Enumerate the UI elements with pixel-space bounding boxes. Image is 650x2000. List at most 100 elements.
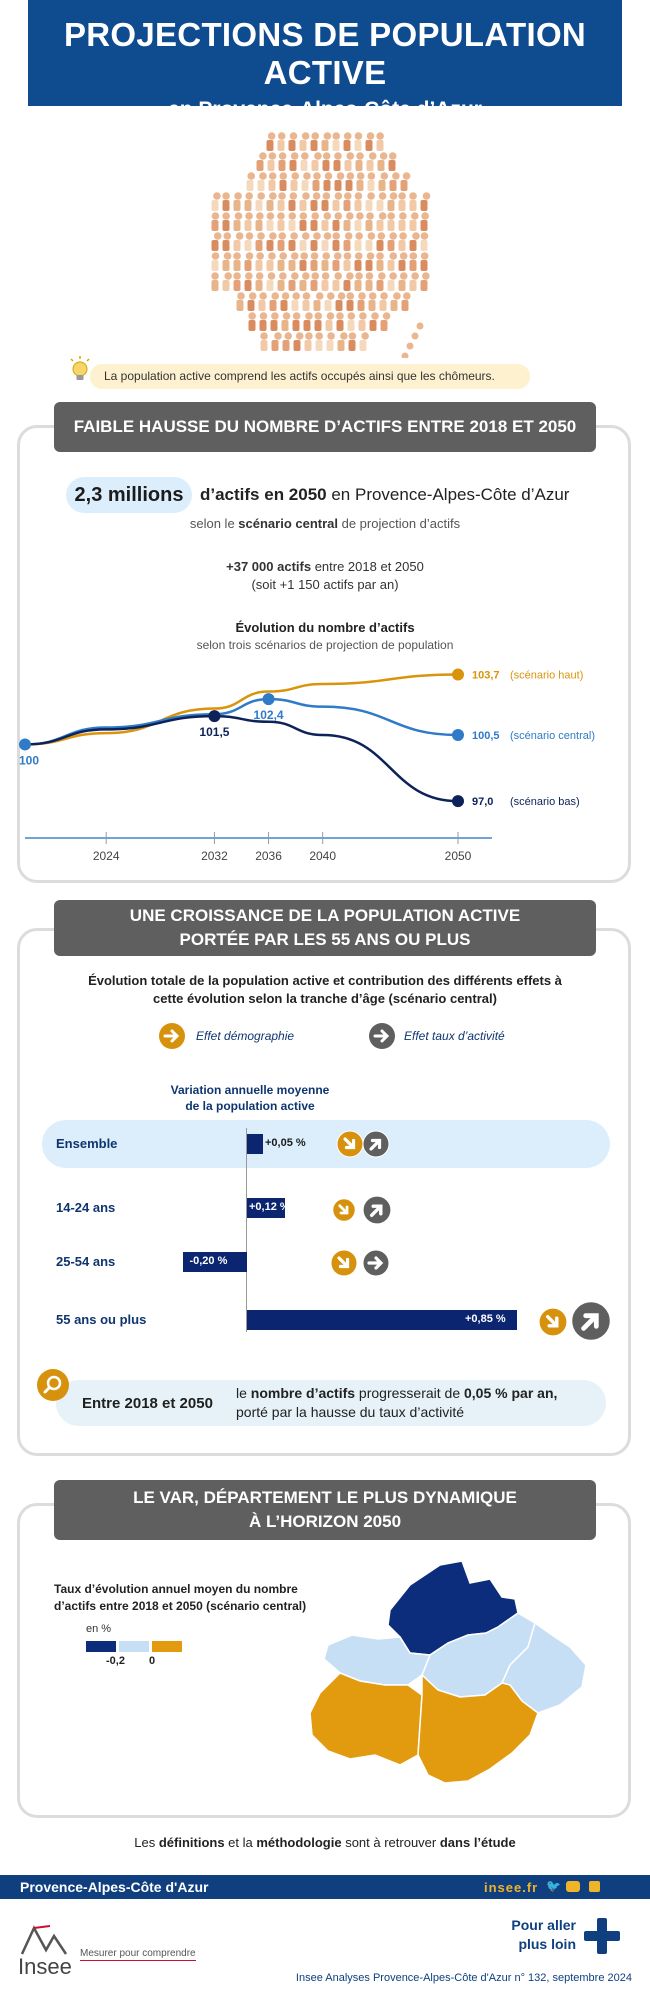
x-tick-label: 2032 <box>201 849 228 863</box>
crowd-person <box>336 312 344 331</box>
crowd-person <box>222 212 230 231</box>
variation-value: +0,05 % <box>265 1137 306 1149</box>
crowd-person <box>398 212 407 231</box>
insee-site-link[interactable]: insee.fr <box>484 1880 539 1895</box>
crowd-person <box>389 172 400 191</box>
crowd-person <box>398 272 408 291</box>
crowd-person <box>260 332 268 351</box>
crowd-person <box>302 292 311 311</box>
crowd-person <box>420 252 429 271</box>
crowd-person <box>310 192 321 211</box>
crowd-person <box>359 332 369 351</box>
conclusion-line2: porté par la hausse du taux d’activité <box>236 1404 465 1420</box>
crowd-person <box>301 172 311 191</box>
series-name: (scénario haut) <box>510 670 583 682</box>
crowd-person <box>259 312 268 331</box>
start-point <box>19 738 31 751</box>
crowd-person <box>310 232 321 251</box>
crowd-illustration <box>211 132 431 358</box>
crowd-person <box>354 252 363 271</box>
crowd-person <box>222 272 232 291</box>
series-end-label: 103,7 <box>472 670 500 682</box>
crowd-person <box>332 232 341 251</box>
section2-banner: UNE CROISSANCE DE LA POPULATION ACTIVE P… <box>54 900 596 956</box>
crowd-person <box>282 332 293 351</box>
zero-axis <box>246 1128 247 1332</box>
series-end-label: 100,5 <box>472 730 500 742</box>
crowd-person <box>271 332 282 351</box>
map-title-1: Taux d’évolution annuel moyen du nombre <box>54 1582 298 1596</box>
crowd-person <box>332 252 342 271</box>
scenario-note: selon le scénario central de projection … <box>189 516 461 531</box>
lightbulb-icon <box>70 356 90 380</box>
crowd-person <box>321 192 331 211</box>
crowd-person <box>279 172 288 191</box>
crowd-person <box>267 152 277 171</box>
crowd-person <box>379 292 388 311</box>
crowd-person <box>358 312 367 331</box>
crowd-person <box>409 192 417 211</box>
crowd-person <box>343 192 352 211</box>
crowd-person <box>355 152 364 171</box>
point-label: 101,5 <box>199 725 229 739</box>
crowd-person <box>345 172 355 191</box>
crowd-person <box>292 312 301 331</box>
page-subtitle: en Provence-Alpes-Côte d’Azur <box>168 98 482 121</box>
plus-icon[interactable] <box>582 1916 622 1956</box>
crowd-person <box>365 212 374 231</box>
crowd-person <box>233 212 243 231</box>
crowd-person <box>377 152 388 171</box>
crowd-person <box>244 252 254 271</box>
conclusion-label: Entre 2018 et 2050 <box>82 1395 213 1412</box>
age-group-label: 55 ans ou plus <box>56 1312 147 1327</box>
crowd-person <box>255 272 264 291</box>
crowd-person <box>270 312 279 331</box>
youtube-icon[interactable] <box>566 1881 580 1892</box>
crowd-person <box>266 252 276 271</box>
actifs-2050-text: d’actifs en 2050 en Provence-Alpes-Côte … <box>200 485 570 504</box>
methodology-note: Les définitions et la méthodologie sont … <box>134 1835 516 1850</box>
more-info-line2[interactable]: plus loin <box>518 1936 576 1952</box>
crowd-person <box>354 212 364 231</box>
crowd-person <box>401 292 411 311</box>
crowd-person <box>369 312 379 331</box>
map-bouches-du-rhone <box>309 1672 423 1766</box>
crowd-person <box>289 152 299 171</box>
crowd-person <box>257 172 267 191</box>
crowd-person <box>222 232 232 251</box>
crowd-person <box>278 152 287 171</box>
crowd-person <box>365 272 374 291</box>
crowd-person <box>420 272 430 291</box>
crowd-person <box>380 312 391 331</box>
linkedin-icon[interactable] <box>589 1881 600 1892</box>
crowd-person <box>281 312 291 331</box>
crowd-person <box>367 172 376 191</box>
demographic-effect-icon <box>330 1249 358 1277</box>
map-var <box>417 1673 539 1784</box>
activity-rate-effect-icon <box>362 1249 390 1277</box>
contribution-title-2: cette évolution selon la tranche d’âge (… <box>153 991 497 1006</box>
series-line <box>24 697 459 746</box>
header-banner: PROJECTIONS DE POPULATION ACTIVE en Prov… <box>28 0 622 121</box>
crowd-person <box>211 252 220 271</box>
crowd-person <box>310 212 320 231</box>
more-info-line1[interactable]: Pour aller <box>511 1917 576 1933</box>
twitter-icon[interactable]: 🐦 <box>546 1879 561 1893</box>
crowd-person <box>420 212 429 231</box>
series-end-point <box>452 668 464 681</box>
crowd-person <box>420 232 429 251</box>
legend-activity-rate: Effet taux d’activité <box>404 1029 505 1043</box>
x-tick-label: 2050 <box>445 849 472 863</box>
crowd-person <box>244 192 253 211</box>
crowd-person <box>321 232 332 251</box>
crowd-person <box>300 152 309 171</box>
crowd-person <box>299 212 308 231</box>
crowd-person <box>343 132 352 151</box>
crowd-person <box>299 192 310 211</box>
definition-note: La population active comprend les actifs… <box>90 364 530 389</box>
crowd-person <box>376 232 386 251</box>
crowd-person <box>354 232 363 251</box>
map-unit: en % <box>86 1623 112 1635</box>
section2-frame <box>17 928 631 1456</box>
crowd-person <box>277 272 287 291</box>
